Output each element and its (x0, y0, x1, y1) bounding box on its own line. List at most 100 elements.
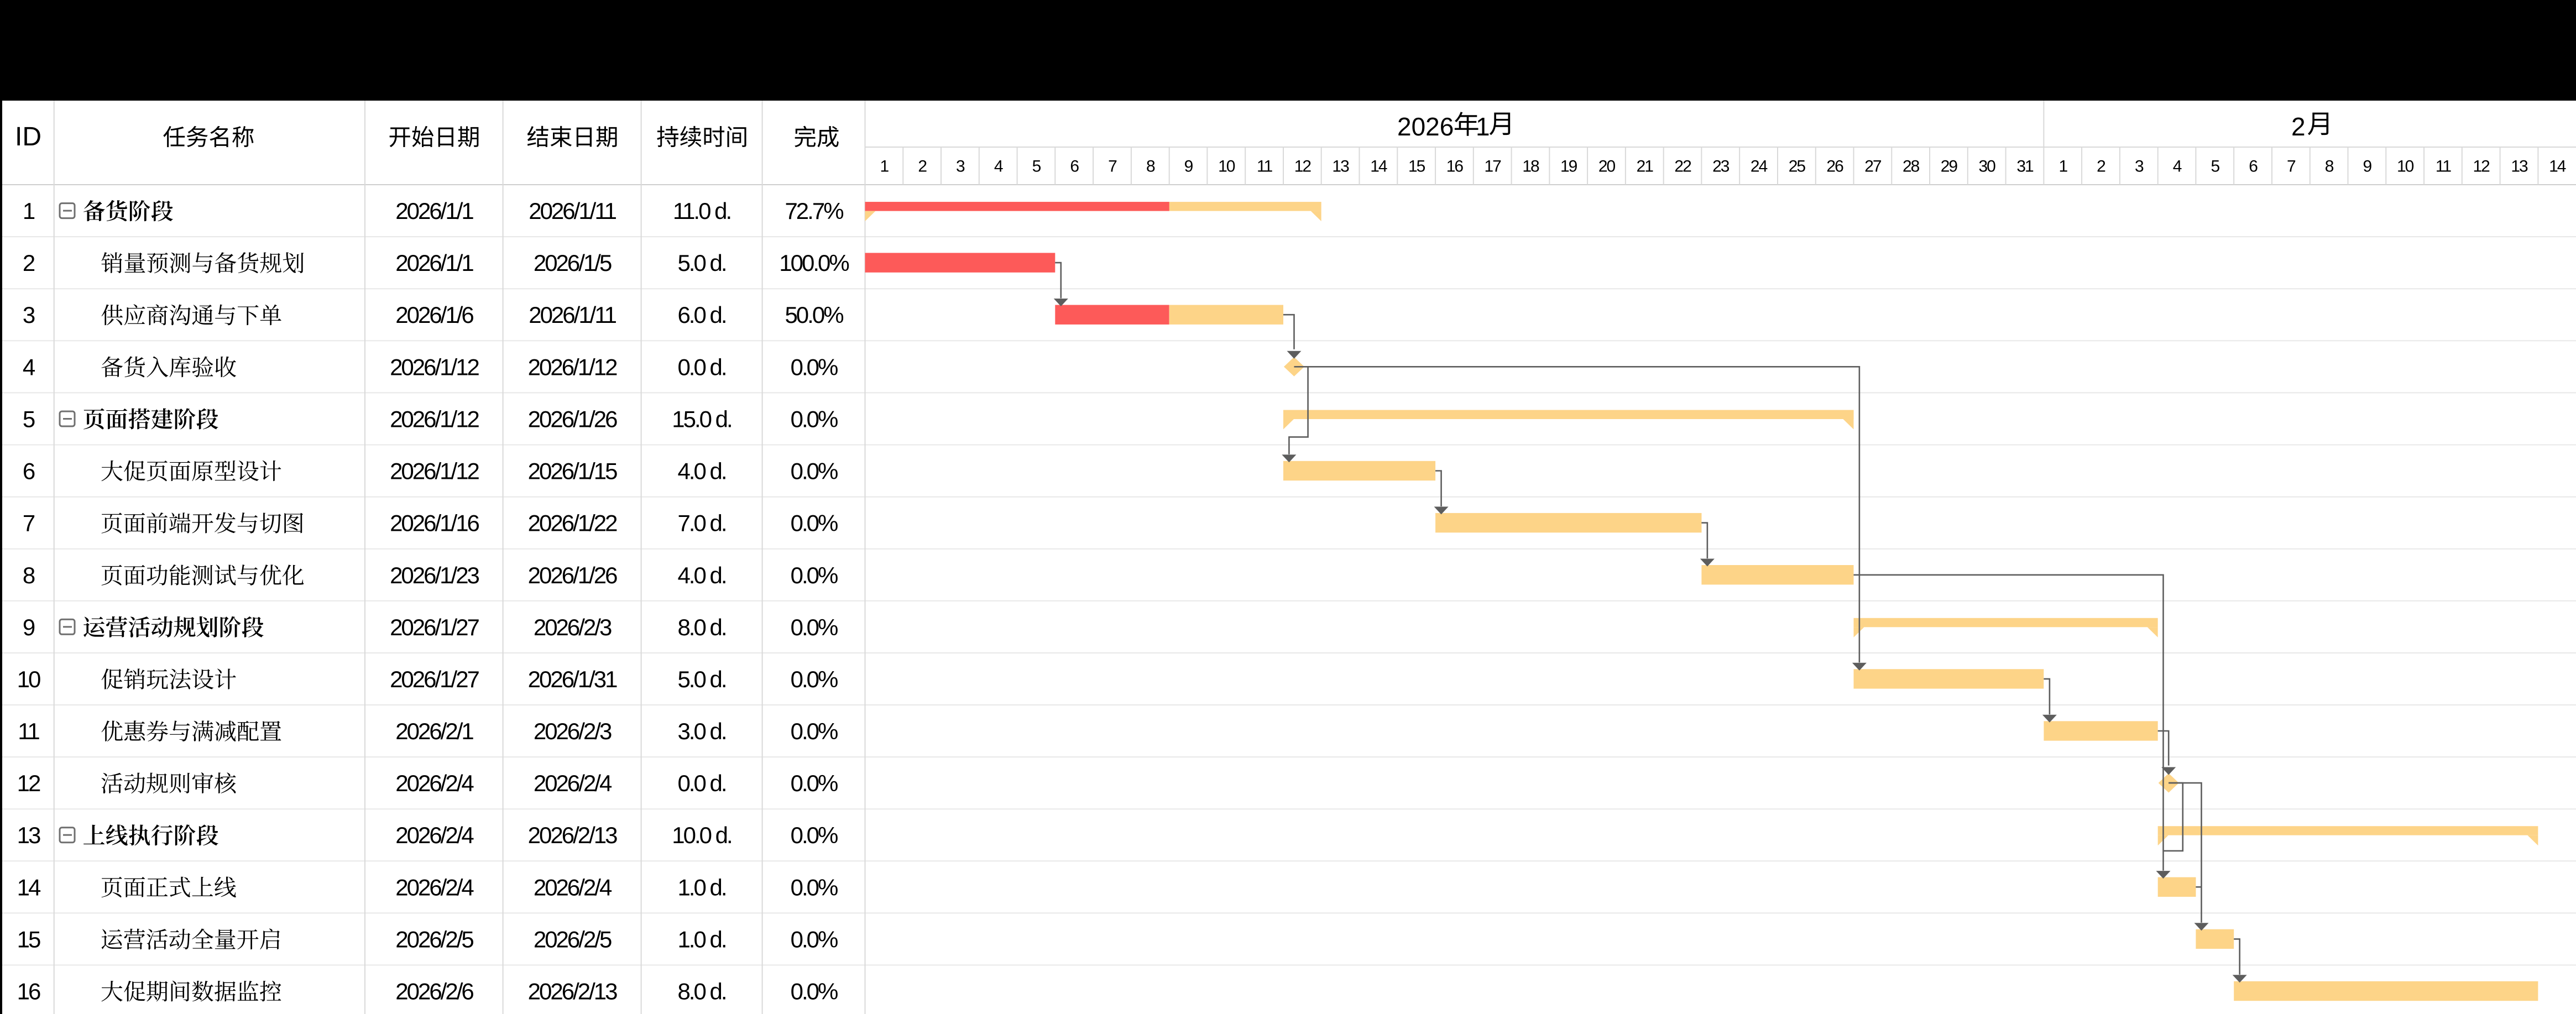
svg-text:0.0 d.: 0.0 d. (677, 770, 725, 796)
svg-text:2026/1/1: 2026/1/1 (395, 198, 473, 224)
svg-text:19: 19 (1560, 158, 1577, 176)
svg-text:8.0 d.: 8.0 d. (677, 979, 725, 1005)
svg-text:2026/2/3: 2026/2/3 (534, 614, 612, 640)
svg-text:5.0 d.: 5.0 d. (677, 250, 725, 276)
svg-text:3: 3 (23, 302, 35, 328)
svg-text:0.0%: 0.0% (791, 354, 838, 380)
svg-text:8: 8 (2325, 158, 2334, 176)
svg-text:2026/2/4: 2026/2/4 (395, 822, 474, 848)
svg-text:2026/2/13: 2026/2/13 (528, 822, 617, 848)
svg-text:9: 9 (1184, 158, 1193, 176)
svg-text:4.0 d.: 4.0 d. (677, 562, 725, 588)
svg-text:7: 7 (23, 510, 35, 536)
svg-text:3: 3 (2135, 158, 2144, 176)
svg-text:2026/2/5: 2026/2/5 (534, 926, 612, 952)
svg-text:2: 2 (2291, 112, 2306, 141)
svg-text:2026/1/12: 2026/1/12 (390, 354, 479, 380)
svg-text:13: 13 (2511, 158, 2528, 176)
svg-text:2026/1/26: 2026/1/26 (528, 406, 617, 432)
svg-text:2026/1/12: 2026/1/12 (528, 354, 617, 380)
svg-text:5.0 d.: 5.0 d. (677, 666, 725, 692)
svg-text:14: 14 (2549, 158, 2566, 176)
svg-text:2026/1/27: 2026/1/27 (390, 666, 479, 692)
svg-text:29: 29 (1941, 158, 1958, 176)
svg-text:0.0%: 0.0% (791, 510, 838, 536)
svg-text:8.0 d.: 8.0 d. (677, 614, 725, 640)
svg-text:8: 8 (23, 562, 35, 588)
svg-text:30: 30 (1979, 158, 1996, 176)
svg-text:11: 11 (1257, 158, 1272, 176)
svg-text:6.0 d.: 6.0 d. (677, 302, 725, 328)
svg-text:2026/2/4: 2026/2/4 (534, 770, 612, 796)
svg-text:2026/1/11: 2026/1/11 (529, 198, 616, 224)
svg-text:2026/1/16: 2026/1/16 (390, 510, 479, 536)
svg-text:2026: 2026 (1397, 112, 1454, 141)
svg-text:15.0 d.: 15.0 d. (672, 406, 731, 432)
svg-text:31: 31 (2016, 158, 2034, 176)
svg-text:2026/1/12: 2026/1/12 (390, 458, 479, 484)
svg-text:4: 4 (2173, 158, 2182, 176)
svg-text:50.0%: 50.0% (785, 302, 843, 328)
svg-text:0.0%: 0.0% (791, 979, 838, 1005)
svg-text:0.0 d.: 0.0 d. (677, 354, 725, 380)
svg-text:25: 25 (1789, 158, 1806, 176)
svg-text:ID: ID (15, 122, 41, 151)
svg-text:2026/1/12: 2026/1/12 (390, 406, 479, 432)
svg-text:6: 6 (1070, 158, 1079, 176)
svg-text:1: 1 (880, 158, 889, 176)
svg-text:2026/2/3: 2026/2/3 (534, 718, 612, 744)
svg-text:2026/1/26: 2026/1/26 (528, 562, 617, 588)
svg-text:16: 16 (1446, 158, 1464, 176)
svg-text:2026/2/4: 2026/2/4 (395, 874, 474, 900)
svg-text:0.0%: 0.0% (791, 406, 838, 432)
svg-text:14: 14 (1370, 158, 1387, 176)
svg-text:0.0%: 0.0% (791, 718, 838, 744)
svg-text:0.0%: 0.0% (791, 822, 838, 848)
svg-text:23: 23 (1712, 158, 1729, 176)
svg-text:3: 3 (956, 158, 965, 176)
svg-text:2026/1/27: 2026/1/27 (390, 614, 479, 640)
svg-text:1: 1 (23, 198, 35, 224)
svg-text:2026/1/11: 2026/1/11 (529, 302, 616, 328)
svg-text:2: 2 (2097, 158, 2105, 176)
svg-text:72.7%: 72.7% (785, 198, 843, 224)
svg-text:5: 5 (1032, 158, 1041, 176)
svg-text:2026/1/31: 2026/1/31 (528, 666, 617, 692)
svg-text:10: 10 (1218, 158, 1235, 176)
svg-text:1: 1 (2058, 158, 2067, 176)
svg-text:7: 7 (1108, 158, 1117, 176)
svg-text:14: 14 (17, 874, 41, 900)
svg-text:0.0%: 0.0% (791, 458, 838, 484)
svg-text:8: 8 (1146, 158, 1155, 176)
svg-text:2026/1/15: 2026/1/15 (528, 458, 617, 484)
svg-text:12: 12 (2473, 158, 2490, 176)
svg-text:9: 9 (23, 614, 35, 640)
svg-text:0.0%: 0.0% (791, 562, 838, 588)
svg-text:17: 17 (1485, 158, 1502, 176)
svg-text:2026/1/5: 2026/1/5 (534, 250, 612, 276)
svg-text:24: 24 (1751, 158, 1768, 176)
svg-text:11.0 d.: 11.0 d. (673, 198, 730, 224)
svg-text:2026/2/1: 2026/2/1 (395, 718, 473, 744)
svg-text:11: 11 (18, 718, 39, 744)
svg-text:4.0 d.: 4.0 d. (677, 458, 725, 484)
svg-text:2026/2/13: 2026/2/13 (528, 979, 617, 1005)
svg-text:26: 26 (1826, 158, 1843, 176)
svg-text:1.0 d.: 1.0 d. (677, 926, 725, 952)
svg-text:28: 28 (1903, 158, 1920, 176)
svg-text:15: 15 (17, 926, 40, 952)
svg-text:10: 10 (2397, 158, 2414, 176)
svg-text:1: 1 (1476, 112, 1490, 141)
svg-text:6: 6 (23, 458, 35, 484)
svg-text:18: 18 (1522, 158, 1539, 176)
svg-text:13: 13 (1332, 158, 1349, 176)
svg-text:5: 5 (2211, 158, 2219, 176)
svg-text:0.0%: 0.0% (791, 666, 838, 692)
svg-text:12: 12 (1294, 158, 1311, 176)
svg-text:0.0%: 0.0% (791, 770, 838, 796)
svg-text:5: 5 (23, 406, 35, 432)
svg-text:3.0 d.: 3.0 d. (677, 718, 725, 744)
svg-text:6: 6 (2249, 158, 2258, 176)
svg-text:2026/2/4: 2026/2/4 (534, 874, 612, 900)
svg-text:11: 11 (2436, 158, 2451, 176)
